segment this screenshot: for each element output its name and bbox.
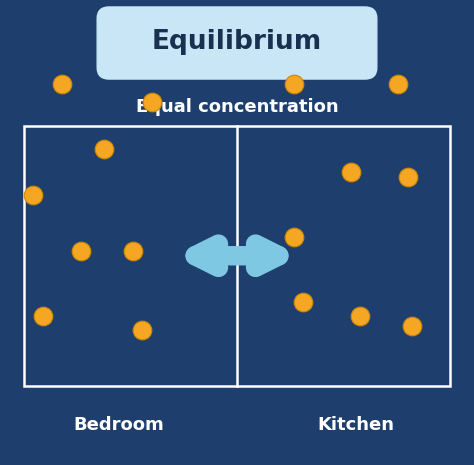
Point [29,192,37,199]
Text: Equal concentration: Equal concentration [136,98,338,116]
Point [409,322,416,329]
Point [356,312,364,320]
Text: Equilibrium: Equilibrium [152,29,322,55]
Point [290,233,298,241]
Point [138,326,146,334]
Point [100,145,108,153]
Point [148,99,155,106]
Point [39,312,46,320]
Text: Kitchen: Kitchen [317,417,394,434]
Point [129,247,137,255]
FancyBboxPatch shape [24,126,450,386]
Point [58,80,65,87]
FancyBboxPatch shape [97,7,377,79]
Point [77,247,84,255]
Text: Bedroom: Bedroom [73,417,164,434]
Point [347,168,355,176]
Point [394,80,402,87]
Point [404,173,411,180]
Point [300,299,307,306]
Point [290,80,298,87]
